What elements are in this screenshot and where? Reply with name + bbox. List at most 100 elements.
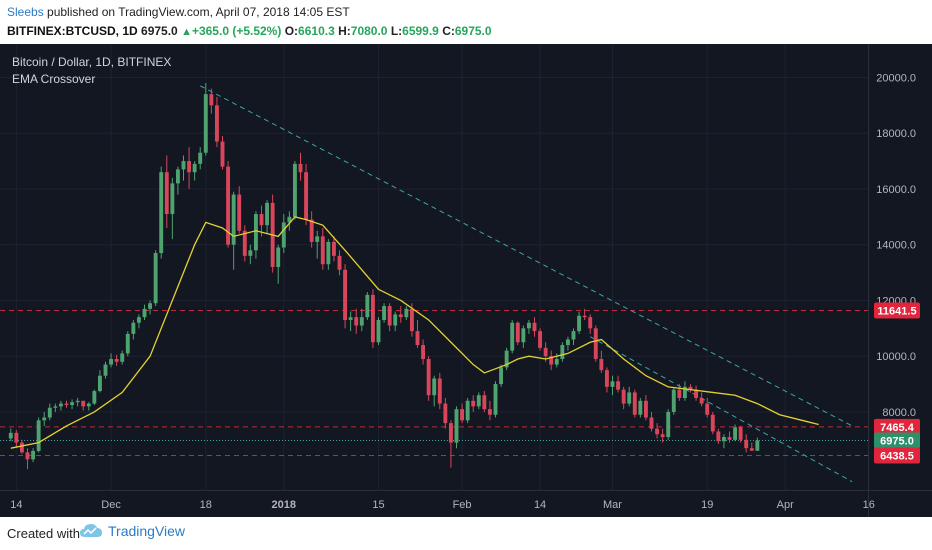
candle <box>482 391 487 412</box>
candle <box>521 325 526 348</box>
candle-body <box>755 440 760 451</box>
candle-body <box>281 222 286 248</box>
candle <box>136 314 141 329</box>
candle <box>326 239 331 270</box>
candle <box>733 424 738 442</box>
candle <box>298 152 303 181</box>
candlestick-chart[interactable]: 8000.010000.012000.014000.016000.018000.… <box>0 44 932 517</box>
x-tick-label: Dec <box>101 499 121 511</box>
candle-body <box>298 163 303 173</box>
candle <box>571 328 576 346</box>
candle-body <box>164 172 169 215</box>
candle <box>175 166 180 195</box>
candle-body <box>688 386 693 390</box>
time-axis[interactable]: 14 Dec 18 2018 15 Feb 14 Mar 19 Apr 16 <box>10 499 875 511</box>
chart-area[interactable]: 8000.0 10000.0 12000.0 14000.0 16000.0 18000.… <box>0 44 932 517</box>
candle-body <box>504 350 509 368</box>
footer: Created with TradingView <box>0 517 932 550</box>
candle-body <box>404 308 409 318</box>
candle <box>627 386 632 407</box>
candle <box>504 347 509 371</box>
candle <box>354 308 359 334</box>
candle <box>515 321 520 346</box>
candle <box>749 442 754 451</box>
candle <box>86 402 91 411</box>
candle <box>181 155 186 181</box>
candle-body <box>549 356 554 365</box>
x-tick-label: 15 <box>372 499 384 511</box>
candle-body <box>744 439 749 449</box>
candle-body <box>482 395 487 410</box>
x-tick-label: 2018 <box>272 499 296 511</box>
chart-header: Sleebs published on TradingView.com, Apr… <box>0 0 932 44</box>
tradingview-brand[interactable]: TradingView <box>80 523 185 539</box>
high-label: H: <box>338 24 351 38</box>
candle-body <box>660 434 665 438</box>
candle <box>343 264 348 329</box>
candle <box>448 420 453 468</box>
candle-body <box>109 358 114 365</box>
x-tick-label: 18 <box>200 499 212 511</box>
candle <box>582 308 587 320</box>
candle <box>159 166 164 259</box>
candle-body <box>593 328 598 359</box>
candle-body <box>721 437 726 442</box>
candle-body <box>538 331 543 348</box>
candle <box>454 406 459 449</box>
candle-body <box>716 431 721 442</box>
price-axis[interactable]: 8000.010000.012000.014000.016000.018000.… <box>876 72 916 419</box>
candle-body <box>136 317 141 323</box>
candle-body <box>192 163 197 173</box>
candle <box>604 367 609 393</box>
candle-body <box>187 161 192 173</box>
candle-body <box>460 409 465 421</box>
candle <box>682 381 687 401</box>
candle <box>58 400 63 411</box>
candle <box>387 303 392 332</box>
candle-body <box>554 358 559 365</box>
y-tick-label: 20000.0 <box>876 72 916 84</box>
candle-body <box>242 230 247 256</box>
candle <box>755 437 760 451</box>
candle <box>532 317 537 337</box>
candle-body <box>47 407 52 418</box>
candle-body <box>153 253 158 304</box>
candle-body <box>131 322 136 334</box>
candles <box>8 83 760 470</box>
candle-body <box>248 250 253 256</box>
candle-body <box>632 392 637 415</box>
candle <box>125 331 130 357</box>
candle-body <box>220 141 225 167</box>
x-tick-label: 14 <box>10 499 22 511</box>
y-tick-label: 18000.0 <box>876 128 916 140</box>
candle-body <box>231 194 236 245</box>
chart-title: Bitcoin / Dollar, 1D, BITFINEX <box>12 55 171 69</box>
candle <box>476 392 481 410</box>
candle-body <box>376 319 381 343</box>
candle <box>309 211 314 248</box>
candle-body <box>31 450 36 460</box>
candle-body <box>415 331 420 346</box>
candle <box>114 354 119 366</box>
candle <box>721 434 726 449</box>
candle <box>549 350 554 371</box>
candle-body <box>454 409 459 443</box>
candle <box>248 244 253 265</box>
candle-body <box>666 411 671 438</box>
candle <box>738 425 743 443</box>
candle-body <box>276 247 281 267</box>
candle-body <box>387 306 392 326</box>
candle-body <box>114 358 119 362</box>
candle <box>242 225 247 262</box>
candle <box>526 319 531 334</box>
candle-body <box>588 317 593 329</box>
candle-body <box>733 427 738 440</box>
candle <box>671 386 676 415</box>
candle <box>109 353 114 368</box>
candle-body <box>699 398 704 404</box>
candle <box>281 214 286 254</box>
candle <box>270 194 275 273</box>
x-tick-label: 14 <box>534 499 546 511</box>
candle <box>187 147 192 189</box>
author-link[interactable]: Sleebs <box>7 5 44 19</box>
